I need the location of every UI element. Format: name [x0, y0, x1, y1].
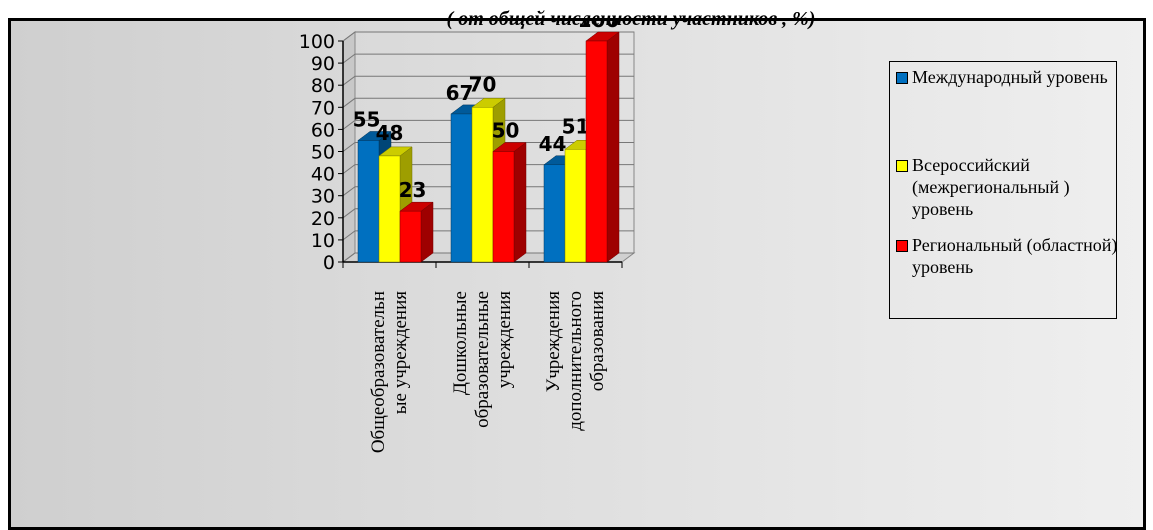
bar [378, 155, 401, 263]
bar [492, 151, 515, 263]
legend-label-international: Международный уровень [912, 67, 1108, 87]
data-label: 55 [353, 107, 381, 131]
category-label: Учреждения дополнительного образования [542, 291, 608, 431]
y-tick-label: 0 [323, 252, 335, 274]
y-tick-label: 20 [311, 208, 335, 230]
data-label: 100 [578, 21, 620, 32]
y-tick-label: 10 [311, 230, 335, 252]
gridline [342, 208, 634, 219]
gridline [342, 252, 634, 263]
bar-side [420, 201, 434, 263]
data-label: 48 [376, 121, 404, 145]
legend-label-regional: Региональный (областной) уровень [912, 235, 1118, 277]
data-label: 44 [539, 132, 567, 156]
y-tick-label: 40 [311, 164, 335, 186]
bar [399, 210, 422, 263]
chart-plot: 0102030405060708090100554823677050445110… [299, 21, 636, 274]
data-label: 50 [492, 119, 520, 143]
gridline [342, 75, 634, 86]
y-tick-label: 80 [311, 75, 335, 97]
legend: Международный уровень Всероссийский (меж… [889, 61, 1117, 319]
category-label: Общеобразовательн ые учреждения [367, 291, 411, 454]
category-label: Дошкольные образовательные учреждения [449, 291, 515, 428]
gridline [342, 119, 634, 130]
gridline [342, 31, 634, 42]
y-tick-label: 60 [311, 119, 335, 141]
legend-swatch-all-russian [896, 160, 908, 172]
bar [450, 113, 473, 263]
bar [357, 140, 380, 263]
gridline [342, 164, 634, 175]
bar [585, 40, 608, 263]
data-label: 70 [469, 72, 497, 96]
bar [471, 107, 494, 263]
y-tick-label: 50 [311, 142, 335, 164]
y-tick-label: 30 [311, 186, 335, 208]
data-label: 67 [446, 81, 474, 105]
data-label: 23 [399, 178, 427, 202]
bar [564, 149, 587, 263]
legend-swatch-regional [896, 240, 908, 252]
chart-frame: ( от общей численности участников , %) 0… [8, 8, 1146, 530]
gridline [342, 53, 634, 64]
bar [543, 164, 566, 263]
y-tick-label: 70 [311, 97, 335, 119]
bar-side [606, 31, 620, 263]
legend-label-all-russian: Всероссийский (межрегиональный ) уровень [912, 155, 1070, 219]
gridline [342, 230, 634, 241]
gridline [342, 186, 634, 197]
gridline [342, 142, 634, 152]
bar-side [513, 142, 527, 263]
y-tick-label: 90 [311, 53, 335, 75]
chart-title: ( от общей численности участников , %) [446, 8, 816, 30]
data-label: 51 [562, 114, 590, 138]
y-tick-label: 100 [299, 31, 335, 53]
gridline [342, 97, 634, 108]
legend-swatch-international [896, 72, 908, 84]
